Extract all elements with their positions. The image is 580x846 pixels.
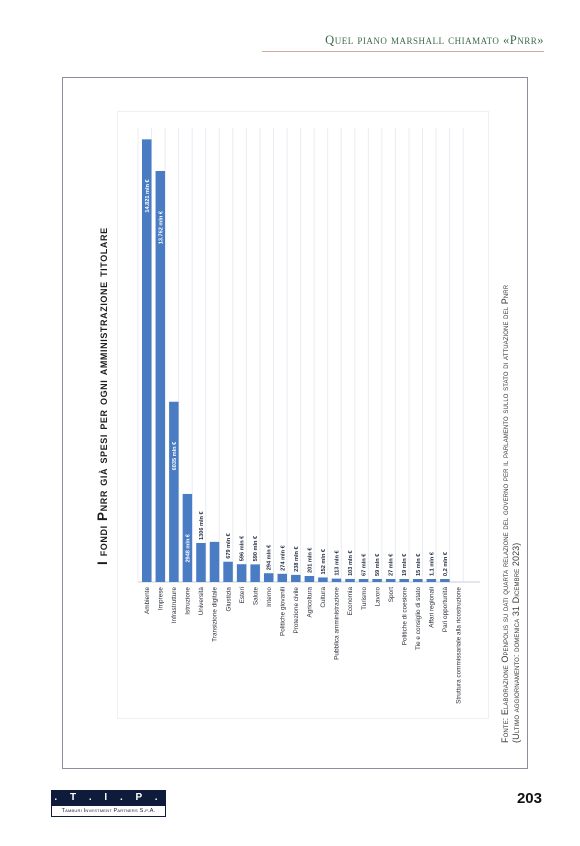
running-head: Quel piano marshall chiamato «Pnrr» (325, 33, 544, 47)
bar (209, 541, 220, 582)
value-label: 14.821 mln € (145, 178, 151, 212)
bar (358, 579, 369, 582)
header-rule (262, 51, 544, 52)
value-label: 238 mln € (294, 546, 300, 572)
category-label: Lavoro (374, 587, 381, 607)
category-label: Giustizia (225, 587, 232, 612)
chart: 14.821 mln € Ambiente 13.762 mln € Imprese 6… (118, 112, 488, 718)
bar (236, 564, 247, 582)
value-label: 59 mln € (375, 553, 381, 576)
category-label: Transizione digitale (212, 587, 219, 642)
bar (169, 401, 179, 582)
bar (345, 578, 355, 582)
category-label: Ambiente (144, 587, 151, 614)
chart-svg: 14.821 mln € Ambiente 13.762 mln € Imprese 6… (137, 128, 480, 704)
value-label: 1306 mln € (199, 510, 205, 539)
bar (331, 578, 342, 582)
value-label: 0,2 mln € (443, 551, 449, 576)
category-label: Pubblica amministrazione (334, 587, 341, 660)
value-label: 113 mln € (334, 550, 340, 576)
value-label: 201 mln € (307, 547, 313, 573)
page-number: 203 (516, 790, 542, 807)
value-label: 596 mln € (240, 535, 246, 561)
category-label: Protezione civile (293, 587, 300, 634)
category-label: Cultura (320, 587, 327, 608)
value-label: 27 mln € (389, 553, 395, 576)
category-label: Affari regionali (429, 587, 436, 628)
bar (223, 561, 233, 582)
bar (250, 564, 260, 582)
bar (385, 579, 396, 582)
category-label: Turismo (361, 587, 368, 610)
bar (263, 573, 274, 582)
figure-frame (62, 77, 528, 769)
bar (318, 577, 328, 582)
value-label: 6035 mln € (172, 441, 178, 470)
bar (304, 575, 315, 582)
value-label: 15 mln € (416, 553, 422, 576)
category-label: Tie e consiglio di stato (415, 587, 422, 650)
value-label: 19 mln € (402, 553, 408, 576)
bar (196, 542, 206, 582)
bar (142, 139, 152, 582)
bar (372, 579, 382, 582)
value-label: 1,1 mln € (429, 551, 435, 576)
category-label: Sport (388, 587, 395, 602)
bar (155, 170, 166, 583)
category-label: Agricoltura (307, 587, 314, 618)
category-label: Università (198, 587, 205, 616)
category-label: Salute (252, 587, 259, 606)
figure-source: Fonte: Elaborazione Openpolis su dati qu… (500, 284, 510, 743)
figure-title: I fondi Pnrr già spesi per ogni amminist… (95, 227, 110, 565)
value-label: 590 mln € (253, 535, 259, 561)
value-label: 67 mln € (362, 553, 368, 576)
value-label: 13.762 mln € (158, 210, 164, 244)
category-label: Pari opportunità (442, 587, 449, 633)
bar (182, 493, 193, 582)
bar (413, 579, 423, 582)
category-label: Istruzione (185, 587, 192, 615)
bar (440, 579, 450, 582)
tip-logo: . T . I . P . Tamburi Investment Partner… (51, 790, 166, 818)
bar (291, 574, 301, 582)
value-label: 274 mln € (280, 544, 286, 570)
value-label: 103 mln € (348, 550, 354, 576)
category-label: Interno (266, 587, 273, 607)
bar (426, 579, 437, 582)
category-label: Esteri (239, 587, 246, 603)
value-label: 152 mln € (321, 548, 327, 574)
value-label: 1.344 mln € (213, 581, 219, 612)
logo-mark: . T . I . P . (51, 790, 166, 806)
value-label: 2948 mln € (185, 533, 191, 562)
bar (399, 579, 409, 582)
bar (277, 573, 287, 582)
figure-source-date: (Ultimo aggiornamento: domenica 31 Dicem… (511, 542, 521, 743)
category-label: Politiche giovanili (279, 587, 286, 636)
value-label: 294 mln € (267, 544, 273, 570)
category-label: Politiche di coesione (401, 587, 408, 646)
value-label: 679 mln € (226, 532, 232, 558)
logo-name: Tamburi Investment Partners S.p.A. (51, 806, 166, 817)
category-label: Infrastrutture (171, 587, 178, 624)
category-label: Struttura commissariale alla ricostruzio… (456, 587, 463, 704)
category-label: Imprese (158, 587, 165, 611)
category-label: Economia (347, 587, 354, 616)
